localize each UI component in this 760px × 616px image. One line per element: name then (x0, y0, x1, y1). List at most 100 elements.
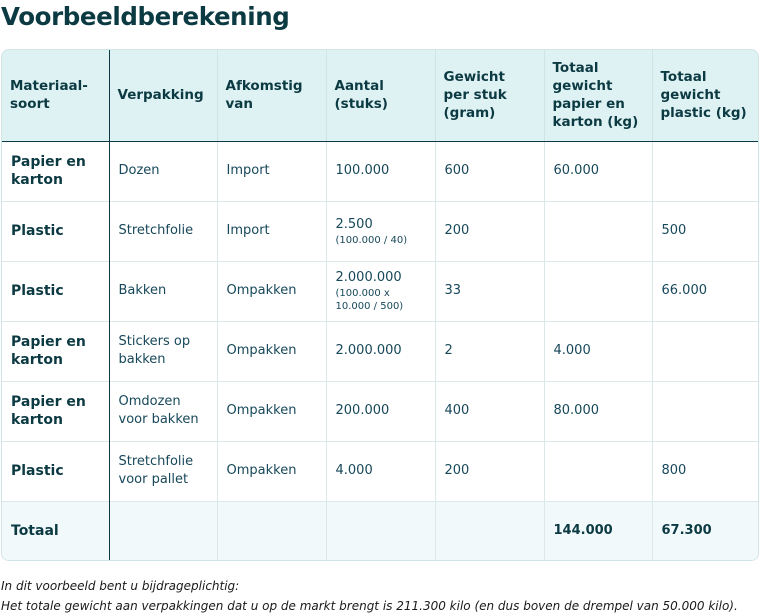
cell-aantal-value: 2.000.000 (335, 270, 402, 285)
cell-totaal-papier-karton: 80.000 (543, 380, 652, 441)
total-plastic: 67.300 (651, 500, 758, 560)
cell-totaal-plastic-value: 500 (661, 223, 687, 238)
cell-verpakking: Omdozen voor bakken (108, 380, 217, 441)
page-title: Voorbeeldberekening (1, 2, 290, 31)
cell-verpakking-value: Bakken (118, 283, 167, 298)
cell-totaal-papier-karton: 60.000 (543, 141, 652, 201)
cell-totaal-papier-karton-value: 60.000 (553, 163, 600, 178)
cell-totaal-papier-karton (543, 440, 652, 501)
cell-gewicht-per-stuk: 200 (434, 200, 544, 261)
cell-afkomstig-van-value: Import (226, 223, 270, 238)
cell-materiaalsoort: Plastic (2, 200, 109, 261)
total-empty-cell (434, 500, 544, 560)
cell-verpakking-value: Stretchfolie voor pallet (118, 454, 194, 487)
cell-materiaalsoort: Plastic (2, 260, 109, 321)
cell-aantal: 200.000 (325, 380, 435, 441)
header-verpakking: Verpakking (108, 50, 217, 142)
table-row: Papier en karton Stickers op bakken Ompakk… (2, 320, 758, 381)
calculation-table: Materiaal-soort Verpakking Afkomstig van … (1, 49, 759, 561)
cell-afkomstig-van: Import (216, 141, 326, 201)
total-empty-cell (216, 500, 326, 560)
total-empty-cell (108, 500, 217, 560)
cell-totaal-plastic (651, 141, 758, 201)
total-row: Totaal 144.000 67.300 (2, 500, 758, 560)
header-aantal: Aantal (stuks) (325, 50, 435, 142)
cell-afkomstig-van: Ompakken (216, 260, 326, 321)
cell-aantal: 100.000 (325, 141, 435, 201)
cell-totaal-plastic: 66.000 (651, 260, 758, 321)
table-row: Plastic Stretchfolie voor pallet Ompakken 4… (2, 440, 758, 501)
cell-gewicht-per-stuk-value: 2 (444, 343, 453, 358)
cell-verpakking: Stretchfolie voor pallet (108, 440, 217, 501)
cell-aantal-value: 2.500 (335, 216, 373, 232)
cell-afkomstig-van-value: Import (226, 163, 270, 178)
cell-totaal-plastic (651, 320, 758, 381)
cell-materiaalsoort: Plastic (2, 440, 109, 501)
footnote-line-2: Het totale gewicht aan verpakkingen dat … (1, 599, 738, 613)
cell-afkomstig-van-value: Ompakken (226, 343, 297, 358)
cell-verpakking-value: Omdozen voor bakken (118, 394, 199, 427)
cell-totaal-papier-karton: 4.000 (543, 320, 652, 381)
header-afkomstig-van: Afkomstig van (216, 50, 326, 142)
footnote: In dit voorbeeld bent u bijdrageplichtig… (1, 576, 759, 616)
cell-totaal-plastic-value: 66.000 (661, 283, 708, 298)
cell-verpakking: Stretchfolie (108, 200, 217, 261)
table-row: Plastic Stretchfolie Import 2.500 (100.000 /… (2, 200, 758, 261)
cell-aantal-value: 200.000 (335, 403, 390, 418)
cell-aantal-value: 4.000 (335, 463, 373, 478)
cell-verpakking-value: Stickers op bakken (118, 334, 191, 367)
cell-totaal-plastic-value: 800 (661, 463, 687, 478)
table-header-row: Materiaal-soort Verpakking Afkomstig van … (2, 50, 758, 142)
cell-verpakking-value: Stretchfolie (118, 223, 194, 238)
cell-materiaalsoort-value: Plastic (11, 283, 64, 299)
cell-aantal: 2.000.000 (100.000 x 10.000 / 500) (325, 260, 435, 321)
cell-materiaalsoort-value: Papier en karton (11, 154, 86, 188)
header-totaal-papier-karton: Totaal gewicht papier en karton (kg) (543, 50, 652, 142)
cell-materiaalsoort: Papier en karton (2, 320, 109, 381)
header-totaal-plastic: Totaal gewicht plastic (kg) (651, 50, 758, 142)
cell-aantal: 2.500 (100.000 / 40) (325, 200, 435, 261)
cell-totaal-papier-karton (543, 260, 652, 321)
cell-totaal-papier-karton-value: 80.000 (553, 403, 600, 418)
cell-aantal-value: 100.000 (335, 163, 390, 178)
footnote-line-1: In dit voorbeeld bent u bijdrageplichtig… (1, 579, 240, 593)
cell-totaal-plastic: 500 (651, 200, 758, 261)
cell-materiaalsoort: Papier en karton (2, 141, 109, 201)
cell-totaal-plastic (651, 380, 758, 441)
total-label: Totaal (2, 500, 109, 560)
cell-afkomstig-van-value: Ompakken (226, 283, 297, 298)
cell-gewicht-per-stuk: 33 (434, 260, 544, 321)
cell-verpakking: Bakken (108, 260, 217, 321)
table-row: Papier en karton Omdozen voor bakken Ompak… (2, 380, 758, 441)
cell-gewicht-per-stuk-value: 600 (444, 163, 470, 178)
cell-afkomstig-van-value: Ompakken (226, 463, 297, 478)
cell-aantal-value: 2.000.000 (335, 343, 402, 358)
header-gewicht-per-stuk: Gewicht per stuk (gram) (434, 50, 544, 142)
table-row: Papier en karton Dozen Import 100.000 600 60.… (2, 141, 758, 201)
total-empty-cell (325, 500, 435, 560)
cell-afkomstig-van: Import (216, 200, 326, 261)
cell-gewicht-per-stuk-value: 33 (444, 283, 462, 298)
cell-verpakking: Dozen (108, 141, 217, 201)
total-papier: 144.000 (543, 500, 652, 560)
cell-verpakking-value: Dozen (118, 163, 160, 178)
cell-totaal-papier-karton (543, 200, 652, 261)
cell-materiaalsoort-value: Papier en karton (11, 394, 86, 428)
cell-materiaalsoort-value: Papier en karton (11, 334, 86, 368)
cell-aantal-note: (100.000 x 10.000 / 500) (335, 288, 404, 312)
table-row: Plastic Bakken Ompakken 2.000.000 (100.000 x… (2, 260, 758, 321)
cell-gewicht-per-stuk: 600 (434, 141, 544, 201)
cell-afkomstig-van-value: Ompakken (226, 403, 297, 418)
cell-aantal: 2.000.000 (325, 320, 435, 381)
cell-gewicht-per-stuk: 2 (434, 320, 544, 381)
header-materiaalsoort: Materiaal-soort (2, 50, 109, 142)
cell-totaal-plastic: 800 (651, 440, 758, 501)
cell-afkomstig-van: Ompakken (216, 380, 326, 441)
cell-materiaalsoort-value: Plastic (11, 223, 64, 239)
cell-verpakking: Stickers op bakken (108, 320, 217, 381)
cell-materiaalsoort-value: Plastic (11, 463, 64, 479)
cell-aantal-note: (100.000 / 40) (335, 234, 408, 246)
cell-gewicht-per-stuk-value: 200 (444, 463, 470, 478)
cell-materiaalsoort: Papier en karton (2, 380, 109, 441)
cell-gewicht-per-stuk-value: 200 (444, 223, 470, 238)
